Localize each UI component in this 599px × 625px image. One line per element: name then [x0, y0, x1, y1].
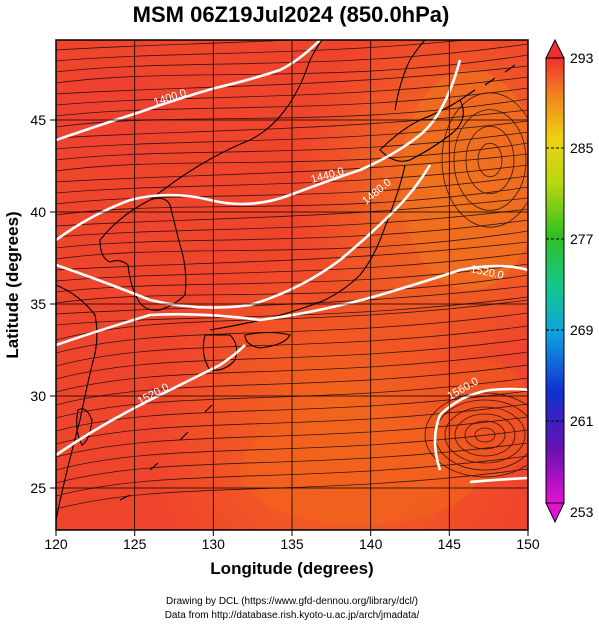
- coast-china: [56, 284, 98, 521]
- colorbar-bottom-arrow: [545, 502, 565, 524]
- y-tick-label: 45: [30, 112, 46, 128]
- contour-line-1480: [56, 164, 432, 309]
- streamline: [56, 325, 528, 367]
- map-title: MSM 06Z19Jul2024 (850.0hPa): [133, 2, 450, 27]
- x-tick-label: 135: [280, 536, 304, 552]
- streamline: [56, 390, 528, 432]
- contour-line-1520-south: [56, 344, 246, 457]
- coastlines: [56, 40, 516, 521]
- warm-patch-south: [240, 415, 480, 525]
- coast-ryukyu: [119, 404, 213, 501]
- streamline: [477, 142, 503, 178]
- contour-line-1560: [433, 387, 528, 484]
- y-axis: 25 30 35 40 45 Latitude (degrees): [3, 112, 56, 496]
- streamline: [454, 413, 516, 457]
- streamline: [441, 92, 528, 228]
- colorbar-tick-label: 293: [570, 50, 594, 66]
- coast-kyushu: [202, 334, 238, 371]
- x-tick-label: 145: [438, 536, 462, 552]
- coast-korea: [99, 197, 187, 311]
- streamline: [56, 351, 528, 393]
- y-tick-label: 25: [30, 480, 46, 496]
- x-tick-label: 120: [44, 536, 68, 552]
- streamline: [56, 364, 528, 406]
- x-axis-label: Longitude (degrees): [210, 559, 373, 578]
- streamline: [56, 377, 528, 419]
- colorbar-gradient: [545, 57, 565, 504]
- x-tick-label: 130: [202, 536, 226, 552]
- colorbar-tick-label: 277: [570, 231, 594, 247]
- contour-line-1440: [56, 59, 462, 242]
- streamline: [424, 392, 528, 478]
- x-tick-label: 140: [359, 536, 383, 552]
- colorbar-top-arrow: [545, 38, 565, 59]
- streamline: [56, 442, 528, 484]
- streamline: [56, 338, 528, 380]
- streamline: [56, 468, 528, 510]
- y-tick-label: 30: [30, 388, 46, 404]
- x-tick-label: 125: [123, 536, 147, 552]
- streamline: [56, 416, 528, 458]
- streamline: [474, 427, 496, 443]
- coast-taiwan: [76, 408, 93, 446]
- credit-drawing: Drawing by DCL (https://www.gfd-dennou.o…: [166, 596, 418, 607]
- lat-lon-grid: [56, 40, 528, 530]
- coast-kuril: [459, 64, 516, 101]
- streamline: [56, 312, 528, 354]
- x-axis: 120 125 130 135 140 145 150 Longitude (d…: [44, 530, 540, 578]
- colorbar-tick-label: 285: [570, 140, 594, 156]
- streamline: [444, 406, 526, 464]
- colorbar: 293 285 277 269 261 253: [545, 38, 594, 524]
- x-tick-label: 150: [516, 536, 540, 552]
- y-tick-label: 35: [30, 296, 46, 312]
- coast-hokkaido: [379, 99, 464, 162]
- coast-manchuria: [149, 40, 323, 201]
- contour-line-1400: [56, 40, 321, 142]
- plot-area: [56, 40, 528, 530]
- wind-streamlines: [56, 40, 528, 510]
- colorbar-tick-label: 269: [570, 322, 594, 338]
- streamline: [56, 40, 301, 51]
- coast-shikoku: [244, 331, 291, 349]
- height-contours: [56, 40, 528, 484]
- streamline: [453, 109, 527, 211]
- streamline: [465, 126, 515, 194]
- colorbar-tick-label: 261: [570, 413, 594, 429]
- coast-sakhalin: [394, 40, 426, 111]
- streamline: [464, 420, 506, 450]
- y-axis-label: Latitude (degrees): [3, 211, 22, 358]
- y-tick-label: 40: [30, 204, 46, 220]
- streamline: [56, 429, 528, 471]
- streamline: [434, 399, 528, 471]
- credit-data: Data from http://database.rish.kyoto-u.a…: [165, 610, 420, 621]
- contour-line-1520-north: [56, 264, 528, 347]
- colorbar-tick-label: 253: [570, 504, 594, 520]
